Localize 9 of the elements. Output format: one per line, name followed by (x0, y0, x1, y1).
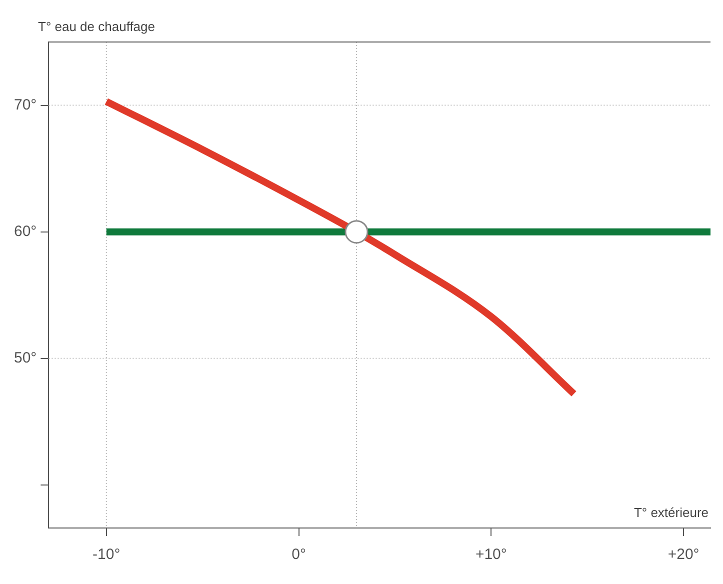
y-tick-label: 50° (14, 350, 37, 367)
y-tick-label: 60° (14, 222, 37, 240)
x-tick-label: +20° (668, 546, 700, 564)
x-axis-title: T° extérieure (634, 505, 708, 520)
x-tick-label: 0° (292, 546, 306, 564)
x-tick-label: -10° (92, 546, 120, 564)
x-tick-label: +10° (475, 546, 507, 564)
y-tick-label: 70° (14, 96, 37, 114)
y-axis-title: T° eau de chauffage (38, 19, 155, 34)
